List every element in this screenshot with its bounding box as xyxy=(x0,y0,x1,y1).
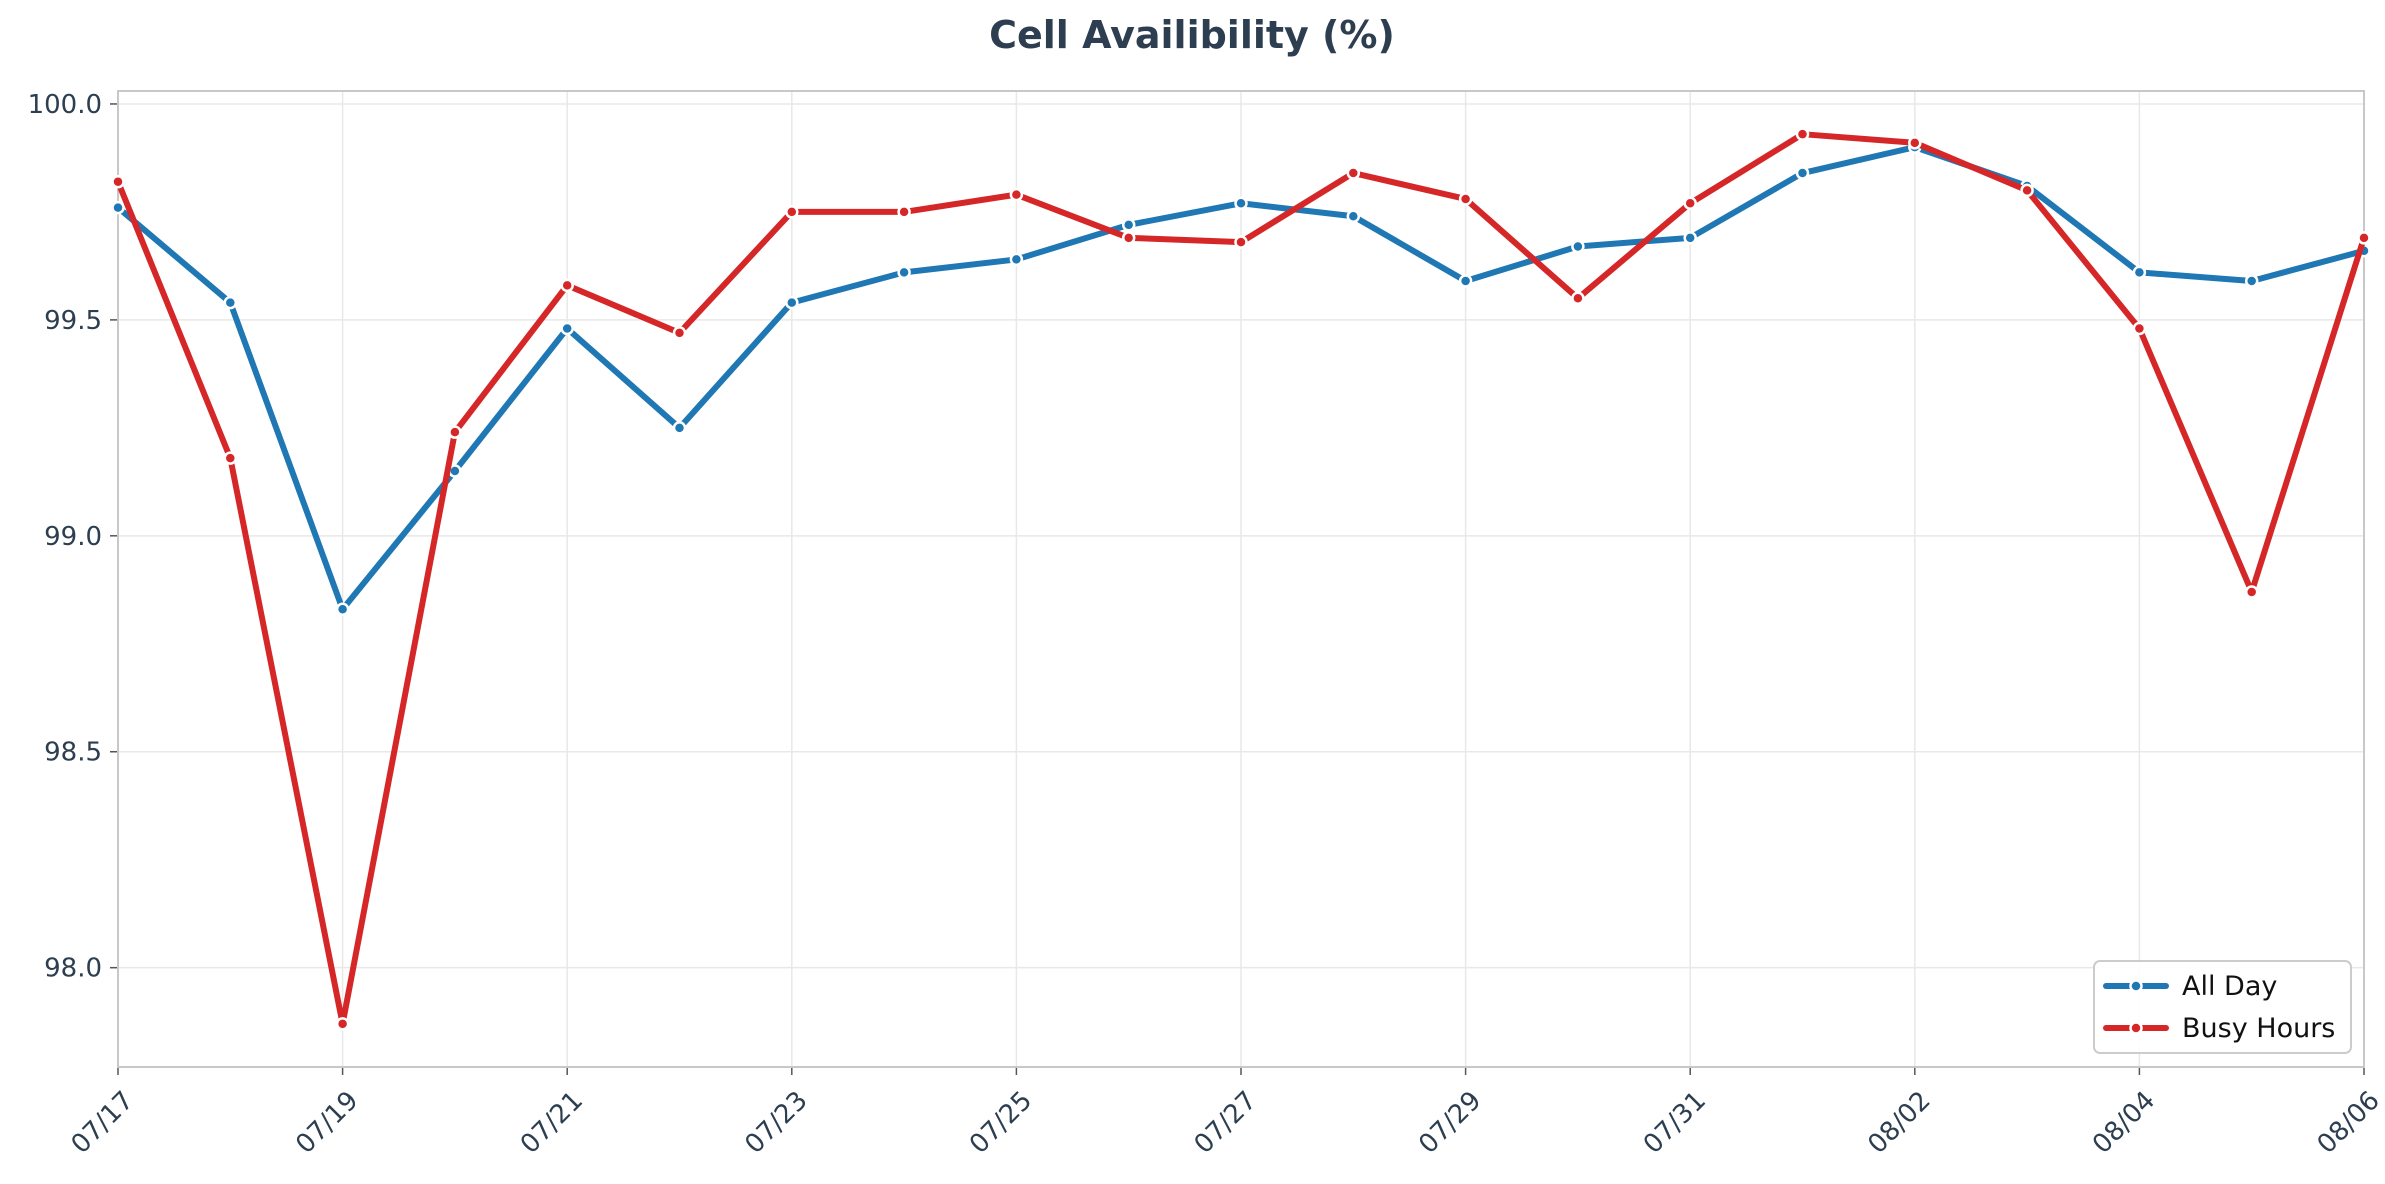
data-point xyxy=(560,321,574,336)
data-point xyxy=(2132,321,2147,336)
legend: All Day Busy Hours xyxy=(2093,960,2352,1054)
data-point xyxy=(335,1017,350,1031)
data-point xyxy=(897,205,911,219)
data-point xyxy=(560,278,574,293)
legend-item: All Day xyxy=(2103,971,2277,1002)
axes: 98.0 98.5 99.0 99.5 100.0 07/17 07/19 07/21 07/2… xyxy=(28,90,2385,1160)
data-point xyxy=(1009,187,1024,202)
data-point xyxy=(448,425,462,439)
data-point xyxy=(223,451,238,465)
data-point xyxy=(672,421,687,435)
data-point xyxy=(111,174,125,189)
data-point xyxy=(1234,235,1248,249)
data-point xyxy=(1571,239,1585,254)
plot-frame xyxy=(117,90,2365,1068)
data-point xyxy=(2020,183,2034,198)
legend-item: Busy Hours xyxy=(2103,1013,2335,1044)
y-tick-label: 100.0 xyxy=(28,90,102,120)
data-point xyxy=(335,602,350,616)
data-point xyxy=(1121,218,1136,232)
data-point xyxy=(1683,231,1697,245)
data-point xyxy=(1795,127,1810,141)
data-point xyxy=(1795,166,1810,180)
data-point xyxy=(111,200,125,215)
data-point xyxy=(1458,192,1473,206)
data-point xyxy=(2132,265,2147,280)
legend-swatch-marker xyxy=(2129,1021,2143,1035)
x-tick-label: 07/17 xyxy=(66,1086,140,1160)
data-point xyxy=(223,295,238,310)
data-point xyxy=(1346,166,1361,180)
x-tick-label: 07/25 xyxy=(964,1086,1038,1160)
x-tick-label: 07/27 xyxy=(1189,1086,1263,1160)
series-busy-hours xyxy=(111,127,2371,1031)
x-tick-label: 08/06 xyxy=(2312,1086,2385,1160)
legend-label: All Day xyxy=(2182,971,2277,1002)
data-point xyxy=(1121,231,1136,245)
data-point xyxy=(1009,252,1024,267)
x-tick-label: 08/04 xyxy=(2087,1086,2161,1160)
legend-swatch-marker xyxy=(2129,979,2143,993)
y-tick-label: 98.5 xyxy=(44,738,102,768)
data-point xyxy=(897,265,911,280)
data-point xyxy=(1346,209,1361,223)
y-tick-label: 99.5 xyxy=(44,306,102,336)
data-point xyxy=(672,326,687,340)
data-point xyxy=(785,295,799,310)
x-tick-label: 08/02 xyxy=(1862,1086,1936,1160)
data-point xyxy=(2244,585,2259,599)
y-tick-label: 98.0 xyxy=(44,954,102,984)
legend-label: Busy Hours xyxy=(2182,1013,2335,1044)
series-layer xyxy=(111,127,2371,1031)
y-tick-label: 99.0 xyxy=(44,522,102,552)
data-point xyxy=(2244,274,2259,288)
x-tick-label: 07/23 xyxy=(739,1086,813,1160)
data-point xyxy=(1683,196,1697,211)
x-tick-label: 07/21 xyxy=(515,1086,589,1160)
data-point xyxy=(1458,274,1473,288)
data-point xyxy=(1234,196,1248,211)
data-point xyxy=(1571,291,1585,306)
x-tick-label: 07/29 xyxy=(1413,1086,1487,1160)
data-point xyxy=(1908,136,1922,150)
x-tick-label: 07/19 xyxy=(290,1086,364,1160)
x-tick-label: 07/31 xyxy=(1638,1086,1712,1160)
data-point xyxy=(2357,231,2371,245)
data-point xyxy=(785,205,799,219)
chart-title: Cell Availibility (%) xyxy=(989,13,1395,57)
